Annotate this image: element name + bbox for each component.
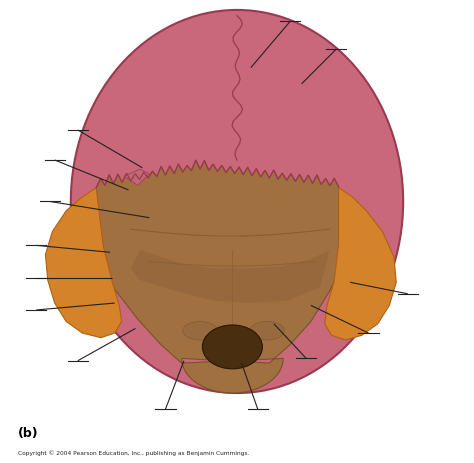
Polygon shape [91,160,350,393]
Ellipse shape [183,321,218,340]
Polygon shape [46,188,122,338]
Ellipse shape [250,321,284,340]
Ellipse shape [71,10,403,393]
Polygon shape [124,169,149,185]
Text: (b): (b) [18,427,38,440]
Ellipse shape [202,325,263,369]
Polygon shape [325,188,396,340]
Polygon shape [131,250,329,303]
Text: Copyright © 2004 Pearson Education, Inc., publishing as Benjamin Cummings.: Copyright © 2004 Pearson Education, Inc.… [18,451,249,457]
